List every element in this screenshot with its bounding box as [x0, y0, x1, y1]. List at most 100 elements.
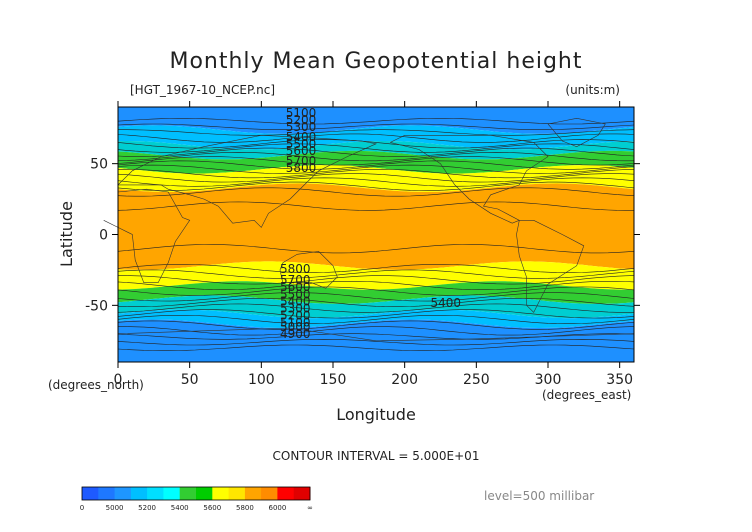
x-tick-label: 0: [114, 372, 123, 388]
contour-line: [117, 168, 635, 179]
x-tick-label: 100: [248, 372, 275, 388]
contour-line: [117, 338, 635, 346]
y-tick-label: -50: [85, 298, 108, 314]
contour-line: [117, 309, 635, 319]
contour-line: [117, 164, 635, 174]
colorbar-tick-label: 5200: [138, 504, 156, 512]
contour-line: [117, 118, 635, 125]
colorbar-swatch: [293, 487, 311, 500]
contour-line: [117, 133, 635, 143]
contour-label: 5400: [431, 296, 462, 310]
heatmap-band: [118, 309, 634, 328]
x-tick-label: 250: [463, 372, 490, 388]
contour-label: 5300: [280, 301, 311, 315]
contour-line: [117, 298, 635, 307]
colorbar-tick-label: 5800: [236, 504, 254, 512]
contour-label: 5500: [286, 137, 317, 151]
colorbar-swatch: [98, 487, 116, 500]
x-axis-title: Longitude: [336, 405, 416, 424]
y-tick-label: 50: [90, 157, 108, 173]
heatmap-band: [118, 281, 634, 304]
heatmap-band: [118, 295, 634, 319]
contour-line: [117, 147, 635, 157]
x-tick-label: 200: [391, 372, 418, 388]
contour-label: 5700: [280, 273, 311, 287]
contour-label: 5600: [280, 280, 311, 294]
heatmap-band: [118, 141, 634, 160]
colorbar-swatch: [179, 487, 197, 500]
colorbar-swatch: [114, 487, 132, 500]
contour-label: 5800: [280, 262, 311, 276]
chart-title: Monthly Mean Geopotential height: [169, 49, 582, 74]
colorbar-swatch: [82, 487, 99, 500]
y-tick-label: 0: [99, 228, 108, 244]
x-tick-label: 350: [606, 372, 633, 388]
contour-line: [118, 326, 635, 336]
colorbar-swatch: [228, 487, 246, 500]
colorbar-tick-label: 0: [80, 504, 84, 512]
coastline: [390, 135, 549, 224]
contour-label: 5700: [286, 154, 317, 168]
contour-line: [117, 123, 635, 131]
contour-label: 5300: [286, 120, 317, 134]
coastline: [103, 188, 191, 283]
colorbar: 0 5000 5200 5400 5600 5800 6000 ∞: [80, 486, 313, 512]
coastline: [279, 251, 338, 289]
x-axis: 0 50 100 150 200 250 300 350: [114, 101, 633, 388]
heatmap-band: [118, 150, 634, 174]
contour-line: [117, 269, 635, 279]
contour-line: [117, 139, 635, 149]
contour-line: [117, 244, 635, 254]
contour-label: 5600: [286, 144, 317, 158]
colorbar-tick-label: ∞: [307, 504, 313, 512]
file-label: [HGT_1967-10_NCEP.nc]: [130, 83, 275, 97]
x-tick-label: 50: [181, 372, 199, 388]
contour-interval-label: CONTOUR INTERVAL = 5.000E+01: [273, 449, 480, 463]
coastline-layer: [103, 117, 635, 342]
contour-label: 5100: [280, 316, 311, 330]
contour-label: 5400: [280, 294, 311, 308]
contour-line: [117, 177, 635, 187]
x-units-label: (degrees_east): [542, 388, 631, 402]
colorbar-swatch: [163, 487, 181, 500]
coastline: [117, 134, 377, 228]
contour-lines: [117, 118, 635, 352]
colorbar-tick-label: 5600: [203, 504, 221, 512]
y-units-label: (degrees_north): [48, 378, 144, 392]
x-tick-label: 150: [320, 372, 347, 388]
y-axis: 50 0 -50: [85, 157, 640, 314]
contour-label: 5200: [280, 309, 311, 323]
contour-line: [117, 303, 635, 313]
colorbar-swatch: [261, 487, 278, 500]
contour-label: 5200: [286, 113, 317, 127]
contour-label: 5400: [286, 130, 317, 144]
contour-line: [117, 181, 635, 191]
heatmap-band: [118, 183, 634, 270]
contour-line: [117, 320, 635, 330]
contour-line: [118, 275, 635, 285]
contour-line: [117, 292, 635, 302]
contour-line: [117, 315, 635, 324]
x-tick-label: 300: [535, 372, 562, 388]
contour-line: [117, 201, 635, 211]
contour-line: [117, 281, 635, 290]
colorbar-swatch: [212, 487, 230, 500]
colorbar-swatch: [147, 487, 164, 500]
colorbar-tick-label: 6000: [268, 504, 286, 512]
contour-line: [117, 143, 635, 153]
contour-label: 5000: [280, 320, 311, 334]
contour-label: 5500: [280, 287, 311, 301]
level-label: level=500 millibar: [484, 489, 594, 503]
heatmap-band: [118, 107, 634, 134]
colorbar-swatch: [130, 487, 148, 500]
contour-line: [117, 286, 635, 296]
contour-label: 4900: [280, 327, 311, 341]
contour-line: [117, 264, 635, 273]
colorbar-tick-label: 5000: [106, 504, 124, 512]
contour-line: [118, 129, 635, 136]
colorbar-swatch: [196, 487, 213, 500]
colorbar-swatch: [244, 487, 262, 500]
contour-line: [117, 151, 634, 162]
coastline: [117, 327, 635, 342]
contour-line: [117, 187, 635, 197]
